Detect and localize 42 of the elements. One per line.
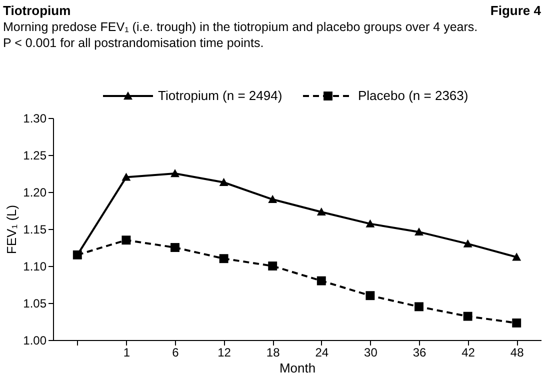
- caption: Figure 4: [490, 3, 542, 18]
- point: [316, 276, 326, 286]
- x-tick-label: 48: [510, 346, 524, 360]
- point: [219, 178, 228, 186]
- chart-title: Tiotropium: [3, 3, 71, 18]
- point: [463, 312, 472, 321]
- point: [512, 252, 522, 261]
- x-tick-label: 1: [123, 346, 130, 360]
- y-tick-label: 1.30: [23, 112, 47, 126]
- point: [170, 169, 180, 178]
- y-tick-label: 1.15: [23, 222, 47, 236]
- x-tick-label: 12: [218, 346, 232, 360]
- x-tick-label: 36: [412, 346, 426, 360]
- point: [219, 254, 228, 264]
- point: [366, 219, 375, 228]
- x-tick-label: 42: [462, 346, 476, 360]
- y-tick-label: 1.05: [23, 296, 47, 310]
- text: P < 0.001 for all postrandomisation time points.: [3, 36, 264, 50]
- point: [268, 194, 278, 203]
- point: [512, 318, 522, 328]
- y-tick-label: 1.00: [23, 334, 47, 348]
- y-tick-label: 1.20: [23, 186, 47, 200]
- point: [414, 302, 424, 312]
- x-tick-label: 6: [172, 346, 180, 360]
- x-tick-label: 30: [364, 346, 378, 360]
- point: [366, 291, 375, 300]
- x-tick-label: 18: [266, 346, 280, 360]
- y-axis-title: FEV₁ (L): [4, 204, 20, 254]
- y-tick-label: 1.25: [23, 148, 47, 162]
- legend-label: Placebo (n = 2363): [358, 88, 468, 103]
- x-axis-title: Month: [279, 360, 316, 376]
- y-tick-label: 1.10: [23, 260, 47, 274]
- x-tick-label: 24: [315, 346, 329, 360]
- text: Morning predose FEV₁ (i.e. trough) in the tiotropium and placebo groups over 4 years.: [3, 20, 478, 34]
- point: [463, 239, 472, 248]
- point: [122, 236, 131, 245]
- legend-label: Tiotropium (n = 2494): [158, 88, 282, 103]
- point: [414, 227, 424, 236]
- point: [122, 172, 131, 181]
- point: [170, 243, 180, 252]
- point: [316, 208, 326, 216]
- point: [268, 262, 278, 270]
